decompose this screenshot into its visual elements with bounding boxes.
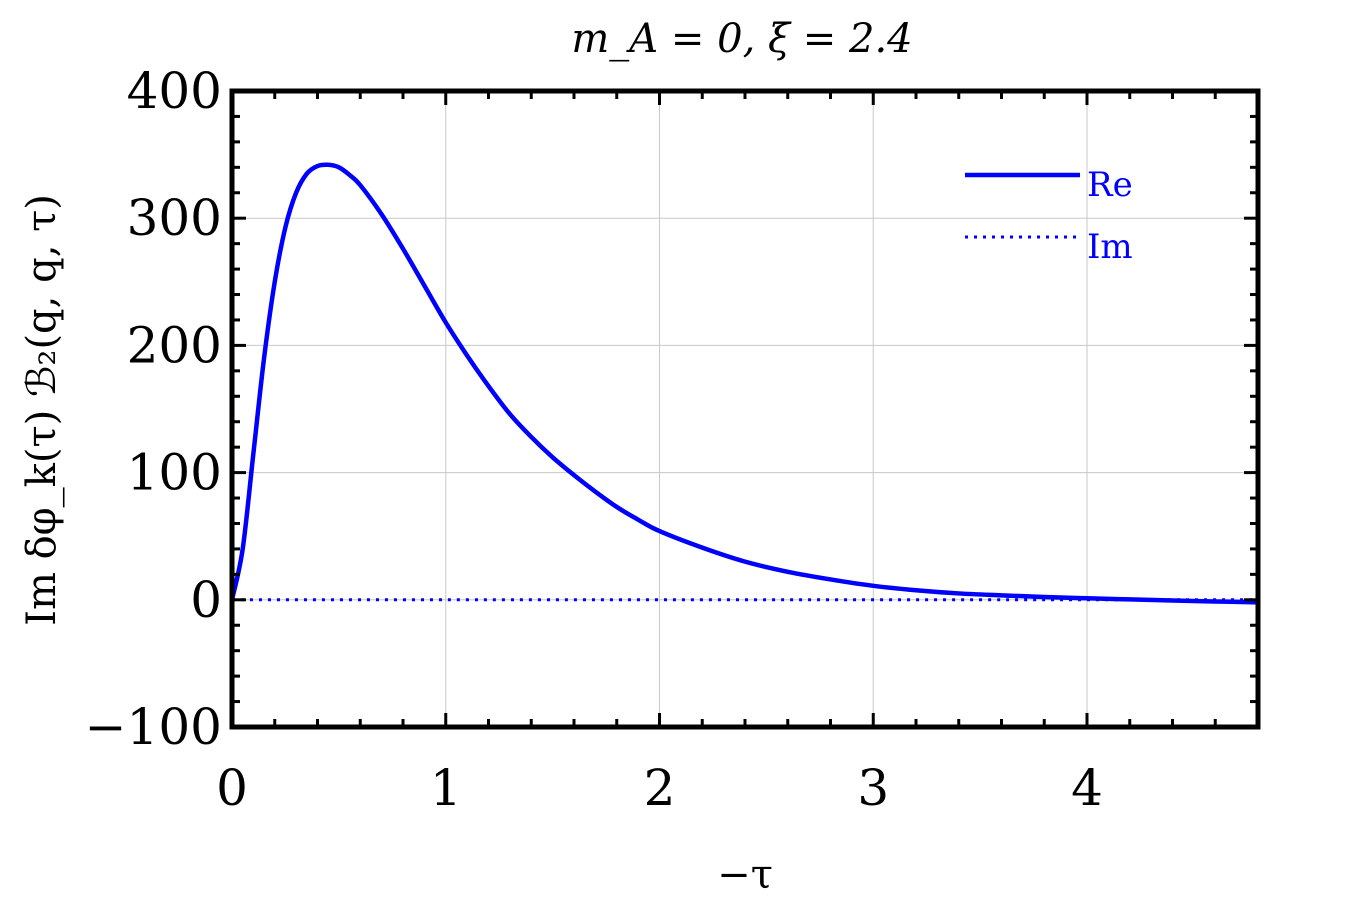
legend-label-re: Re [1087,165,1133,205]
y-tick-label: 300 [127,189,222,247]
y-tick-label: 0 [190,571,222,629]
ticks [230,89,1260,729]
series-line-re [232,162,1258,605]
y-tick-label: 400 [127,62,222,120]
y-tick-label: 200 [127,316,222,374]
x-tick-label: 2 [644,759,676,817]
series-layer [232,162,1258,605]
x-tick-labels: 0 1 2 3 4 [216,759,1103,817]
chart-title: m_A = 0, ξ = 2.4 [571,16,912,62]
x-tick-label: 1 [430,759,462,817]
x-tick-label: 0 [216,759,248,817]
y-tick-labels: −100 0 100 200 300 400 [85,62,222,756]
y-tick-label: −100 [85,698,222,756]
x-axis-label: −τ [717,852,773,898]
y-tick-label: 100 [127,444,222,502]
x-tick-label: 4 [1071,759,1103,817]
y-axis-label: Im δφ_k(τ) ℬ₂(q, q, τ) [19,194,65,626]
legend: Re Im [965,165,1133,267]
legend-label-im: Im [1087,227,1133,267]
x-tick-label: 3 [857,759,889,817]
